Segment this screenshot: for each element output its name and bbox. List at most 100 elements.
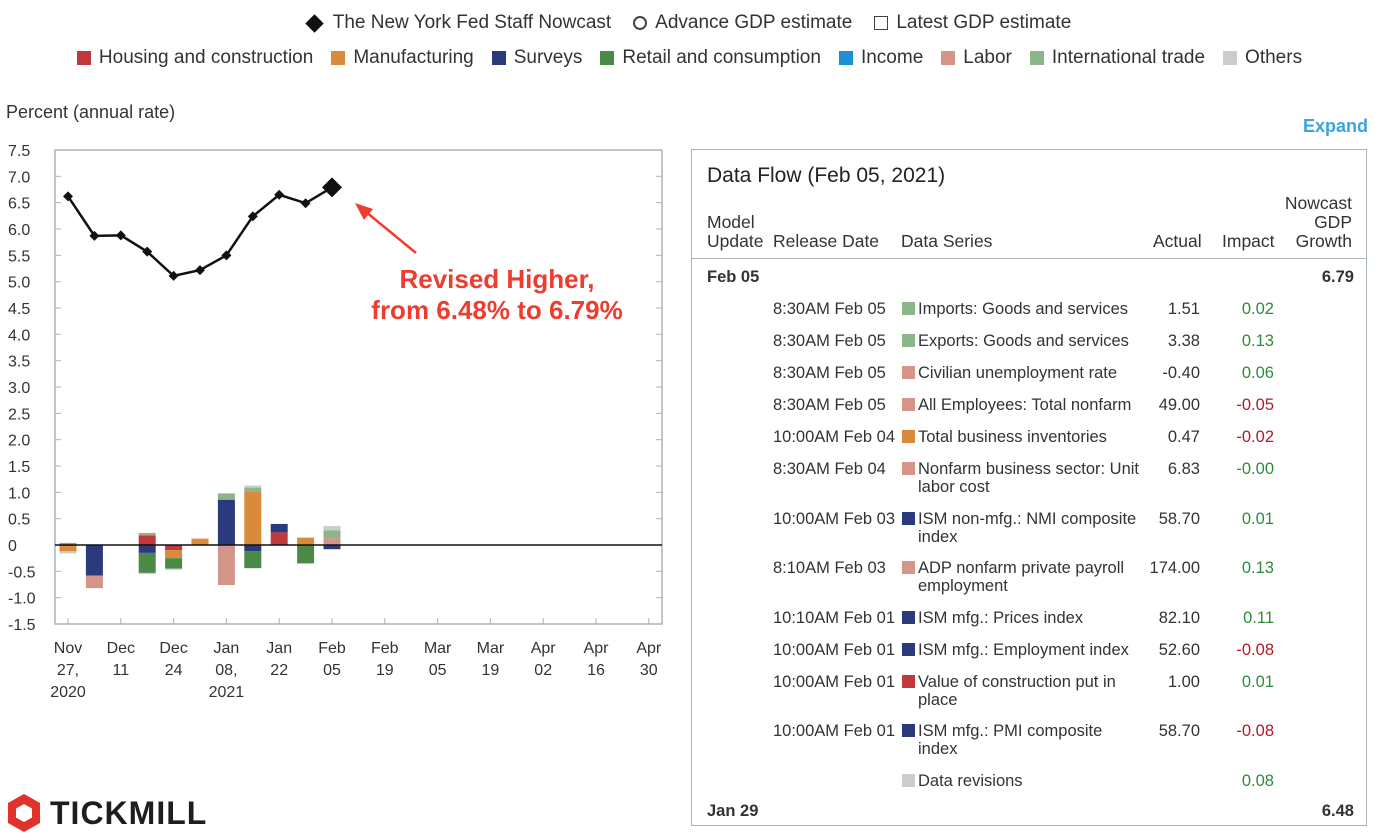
- x-tick-label: 19: [376, 662, 394, 679]
- series-line2: employment: [918, 577, 1008, 595]
- impact-value: 0.13: [1241, 559, 1274, 577]
- actual-value: 6.83: [1167, 460, 1200, 478]
- legend-swatch: [76, 51, 91, 65]
- actual-value: 49.00: [1158, 396, 1200, 414]
- data-series: ISM mfg.: PMI composite index: [918, 722, 1148, 758]
- legend-item-others[interactable]: Others: [1223, 47, 1302, 69]
- bar-segment: [165, 545, 183, 551]
- header-text: Growth: [1295, 231, 1352, 251]
- x-tick-label: 16: [587, 662, 605, 679]
- x-tick-label: 19: [482, 662, 500, 679]
- category-swatch: [902, 398, 915, 411]
- y-tick-label: 0: [8, 538, 17, 555]
- nowcast-point: [115, 230, 126, 241]
- bar-segment: [191, 538, 209, 545]
- legend-item-housing-and-construction[interactable]: Housing and construction: [76, 47, 314, 69]
- data-flow-row[interactable]: 8:30AM Feb 05 Exports: Goods and services…: [692, 332, 1368, 372]
- bar-segment: [270, 523, 288, 533]
- series-line1: ISM mfg.: PMI composite: [918, 722, 1103, 740]
- legend-item-advance[interactable]: Advance GDP estimate: [633, 12, 852, 34]
- legend-item-nowcast[interactable]: The New York Fed Staff Nowcast: [305, 12, 612, 34]
- bar-segment: [165, 568, 183, 570]
- nowcast-point: [274, 189, 285, 200]
- actual-value: -0.40: [1162, 364, 1200, 382]
- data-flow-row[interactable]: Data revisions 0.08: [692, 772, 1368, 812]
- data-flow-row[interactable]: 10:00AM Feb 01 Value of construction put …: [692, 673, 1368, 713]
- impact-value: 0.01: [1241, 673, 1274, 691]
- y-tick-label: 4.0: [8, 327, 30, 344]
- legend-item-latest[interactable]: Latest GDP estimate: [874, 12, 1071, 34]
- data-series: ADP nonfarm private payroll employment: [918, 559, 1148, 595]
- data-flow-row[interactable]: 8:10AM Feb 03 ADP nonfarm private payroll…: [692, 559, 1368, 599]
- bar-segment: [323, 526, 341, 531]
- data-flow-row[interactable]: 10:00AM Feb 01 ISM mfg.: PMI composite ind…: [692, 722, 1368, 762]
- data-flow-row[interactable]: 8:30AM Feb 05 Imports: Goods and services…: [692, 300, 1368, 340]
- category-swatch: [902, 462, 915, 475]
- actual-value: 1.00: [1167, 673, 1200, 691]
- series-line1: All Employees: Total nonfarm: [918, 396, 1132, 414]
- y-tick-label: -0.5: [8, 564, 36, 581]
- data-flow-row[interactable]: 10:00AM Feb 01 ISM mfg.: Employment index…: [692, 641, 1368, 681]
- nowcast-point: [195, 265, 205, 276]
- data-series: ISM non-mfg.: NMI composite index: [918, 510, 1148, 546]
- x-tick-label: Mar: [424, 640, 452, 657]
- x-tick-label: 05: [323, 662, 341, 679]
- nowcast-point: [300, 198, 311, 209]
- legend-label: Housing and construction: [98, 47, 314, 68]
- bar-segment: [244, 487, 262, 492]
- legend-item-retail-and-consumption[interactable]: Retail and consumption: [600, 47, 821, 69]
- legend-item-manufacturing[interactable]: Manufacturing: [331, 47, 474, 69]
- legend-item-surveys[interactable]: Surveys: [491, 47, 583, 69]
- bar-segment: [85, 575, 103, 589]
- x-tick-label: Nov: [54, 640, 82, 657]
- legend-item-labor[interactable]: Labor: [941, 47, 1012, 69]
- series-line2: index: [918, 528, 958, 546]
- actual-value: 52.60: [1158, 641, 1200, 659]
- series-line1: ADP nonfarm private payroll: [918, 559, 1125, 577]
- impact-value: 0.06: [1241, 364, 1274, 382]
- data-series: ISM mfg.: Employment index: [918, 641, 1148, 659]
- group-row: Feb 05 6.79: [692, 266, 1368, 288]
- bar-segment: [59, 542, 77, 545]
- data-flow-row[interactable]: 10:00AM Feb 03 ISM non-mfg.: NMI composit…: [692, 510, 1368, 550]
- legend-item-international-trade[interactable]: International trade: [1029, 47, 1205, 69]
- series-line1: ISM mfg.: Prices index: [918, 609, 1084, 627]
- y-tick-label: 6.5: [8, 196, 30, 213]
- actual-value: 82.10: [1158, 609, 1200, 627]
- x-tick-label: Jan: [214, 640, 240, 657]
- data-flow-row[interactable]: 8:30AM Feb 04 Nonfarm business sector: Un…: [692, 460, 1368, 500]
- impact-value: 0.13: [1241, 332, 1274, 350]
- release-date: 8:10AM Feb 03: [773, 559, 886, 577]
- col-impact: Impact: [1222, 231, 1275, 251]
- series-line2: index: [918, 740, 958, 758]
- category-swatch: [902, 643, 915, 656]
- bar-segment: [323, 545, 341, 550]
- series-line1: ISM non-mfg.: NMI composite: [918, 510, 1137, 528]
- bar-segment: [217, 499, 235, 545]
- group-label: Feb 05: [707, 268, 760, 286]
- y-tick-label: 7.0: [8, 169, 30, 186]
- data-flow-row[interactable]: 10:00AM Feb 04 Total business inventories…: [692, 428, 1368, 468]
- legend-label: Surveys: [513, 47, 583, 68]
- bar-segment: [138, 535, 156, 545]
- legend-label: The New York Fed Staff Nowcast: [332, 12, 612, 33]
- data-flow-row[interactable]: 8:30AM Feb 05 All Employees: Total nonfar…: [692, 396, 1368, 436]
- x-tick-label: 11: [112, 662, 129, 679]
- bar-segment: [323, 538, 341, 545]
- data-flow-row[interactable]: 10:10AM Feb 01 ISM mfg.: Prices index 82.1…: [692, 609, 1368, 649]
- group-label: Jan 29: [707, 802, 759, 820]
- square-icon: [874, 16, 889, 30]
- x-tick-label: Apr: [531, 640, 557, 657]
- annotation-arrow: [365, 211, 417, 254]
- actual-value: 58.70: [1158, 722, 1200, 740]
- legend-item-income[interactable]: Income: [838, 47, 923, 69]
- bar-segment: [165, 558, 183, 569]
- series-line1: Total business inventories: [918, 428, 1107, 446]
- impact-value: 0.11: [1243, 609, 1274, 627]
- data-flow-row[interactable]: 8:30AM Feb 05 Civilian unemployment rate -…: [692, 364, 1368, 404]
- x-tick-label: 24: [165, 662, 183, 679]
- expand-link[interactable]: Expand: [1302, 116, 1368, 136]
- y-tick-label: 3.5: [8, 354, 30, 371]
- col-actual: Actual: [1153, 231, 1202, 251]
- actual-value: 3.38: [1167, 332, 1200, 350]
